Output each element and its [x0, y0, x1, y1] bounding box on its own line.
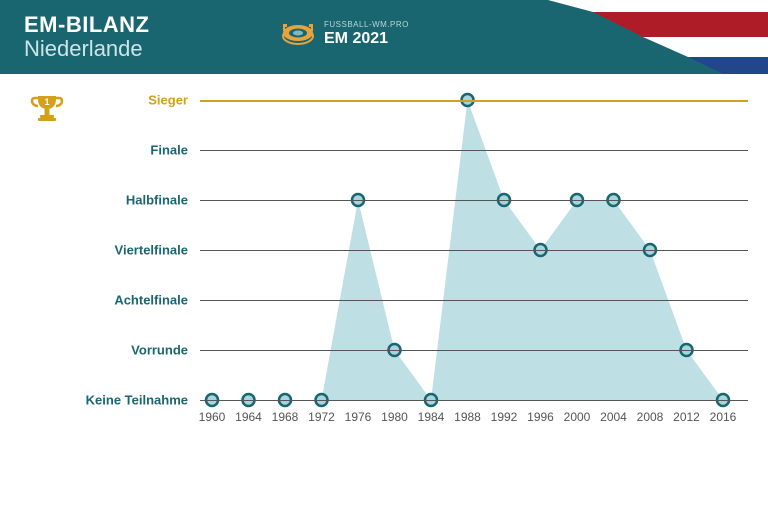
y-label: Sieger: [148, 93, 188, 108]
gridline: [200, 200, 748, 201]
y-label: Finale: [150, 143, 188, 158]
x-label: 1996: [527, 410, 554, 424]
site-logo: FUSSBALL-WM.PRO EM 2021: [280, 16, 409, 52]
y-label: Keine Teilnahme: [86, 393, 188, 408]
x-label: 1968: [272, 410, 299, 424]
x-label: 2012: [673, 410, 700, 424]
x-label: 2008: [637, 410, 664, 424]
y-label: Halbfinale: [126, 193, 188, 208]
gridline: [200, 150, 748, 151]
x-label: 1964: [235, 410, 262, 424]
svg-text:1: 1: [44, 97, 49, 107]
chart: 1 SiegerFinaleHalbfinaleViertelfinaleAch…: [30, 100, 748, 495]
gridline: [200, 100, 748, 102]
x-label: 2016: [710, 410, 737, 424]
logo-maintext: EM 2021: [324, 30, 409, 48]
x-label: 1976: [345, 410, 372, 424]
y-label: Viertelfinale: [115, 243, 188, 258]
gridline: [200, 250, 748, 251]
x-label: 1972: [308, 410, 335, 424]
logo-text: FUSSBALL-WM.PRO EM 2021: [324, 21, 409, 47]
x-label: 2004: [600, 410, 627, 424]
x-label: 1988: [454, 410, 481, 424]
x-label: 2000: [564, 410, 591, 424]
plot-area: 1960196419681972197619801984198819921996…: [200, 100, 748, 400]
trophy-icon: 1: [30, 92, 64, 126]
gridline: [200, 350, 748, 351]
gridline: [200, 400, 748, 401]
x-label: 1960: [199, 410, 226, 424]
flag-netherlands: [488, 0, 768, 74]
gridline: [200, 300, 748, 301]
x-label: 1980: [381, 410, 408, 424]
stadium-icon: [280, 16, 316, 52]
x-label: 1992: [491, 410, 518, 424]
y-label: Vorrunde: [131, 343, 188, 358]
header: EM-BILANZ Niederlande FUSSBALL-WM.PRO EM…: [0, 0, 768, 74]
logo-subtext: FUSSBALL-WM.PRO: [324, 21, 409, 30]
y-label: Achtelfinale: [114, 293, 188, 308]
x-label: 1984: [418, 410, 445, 424]
